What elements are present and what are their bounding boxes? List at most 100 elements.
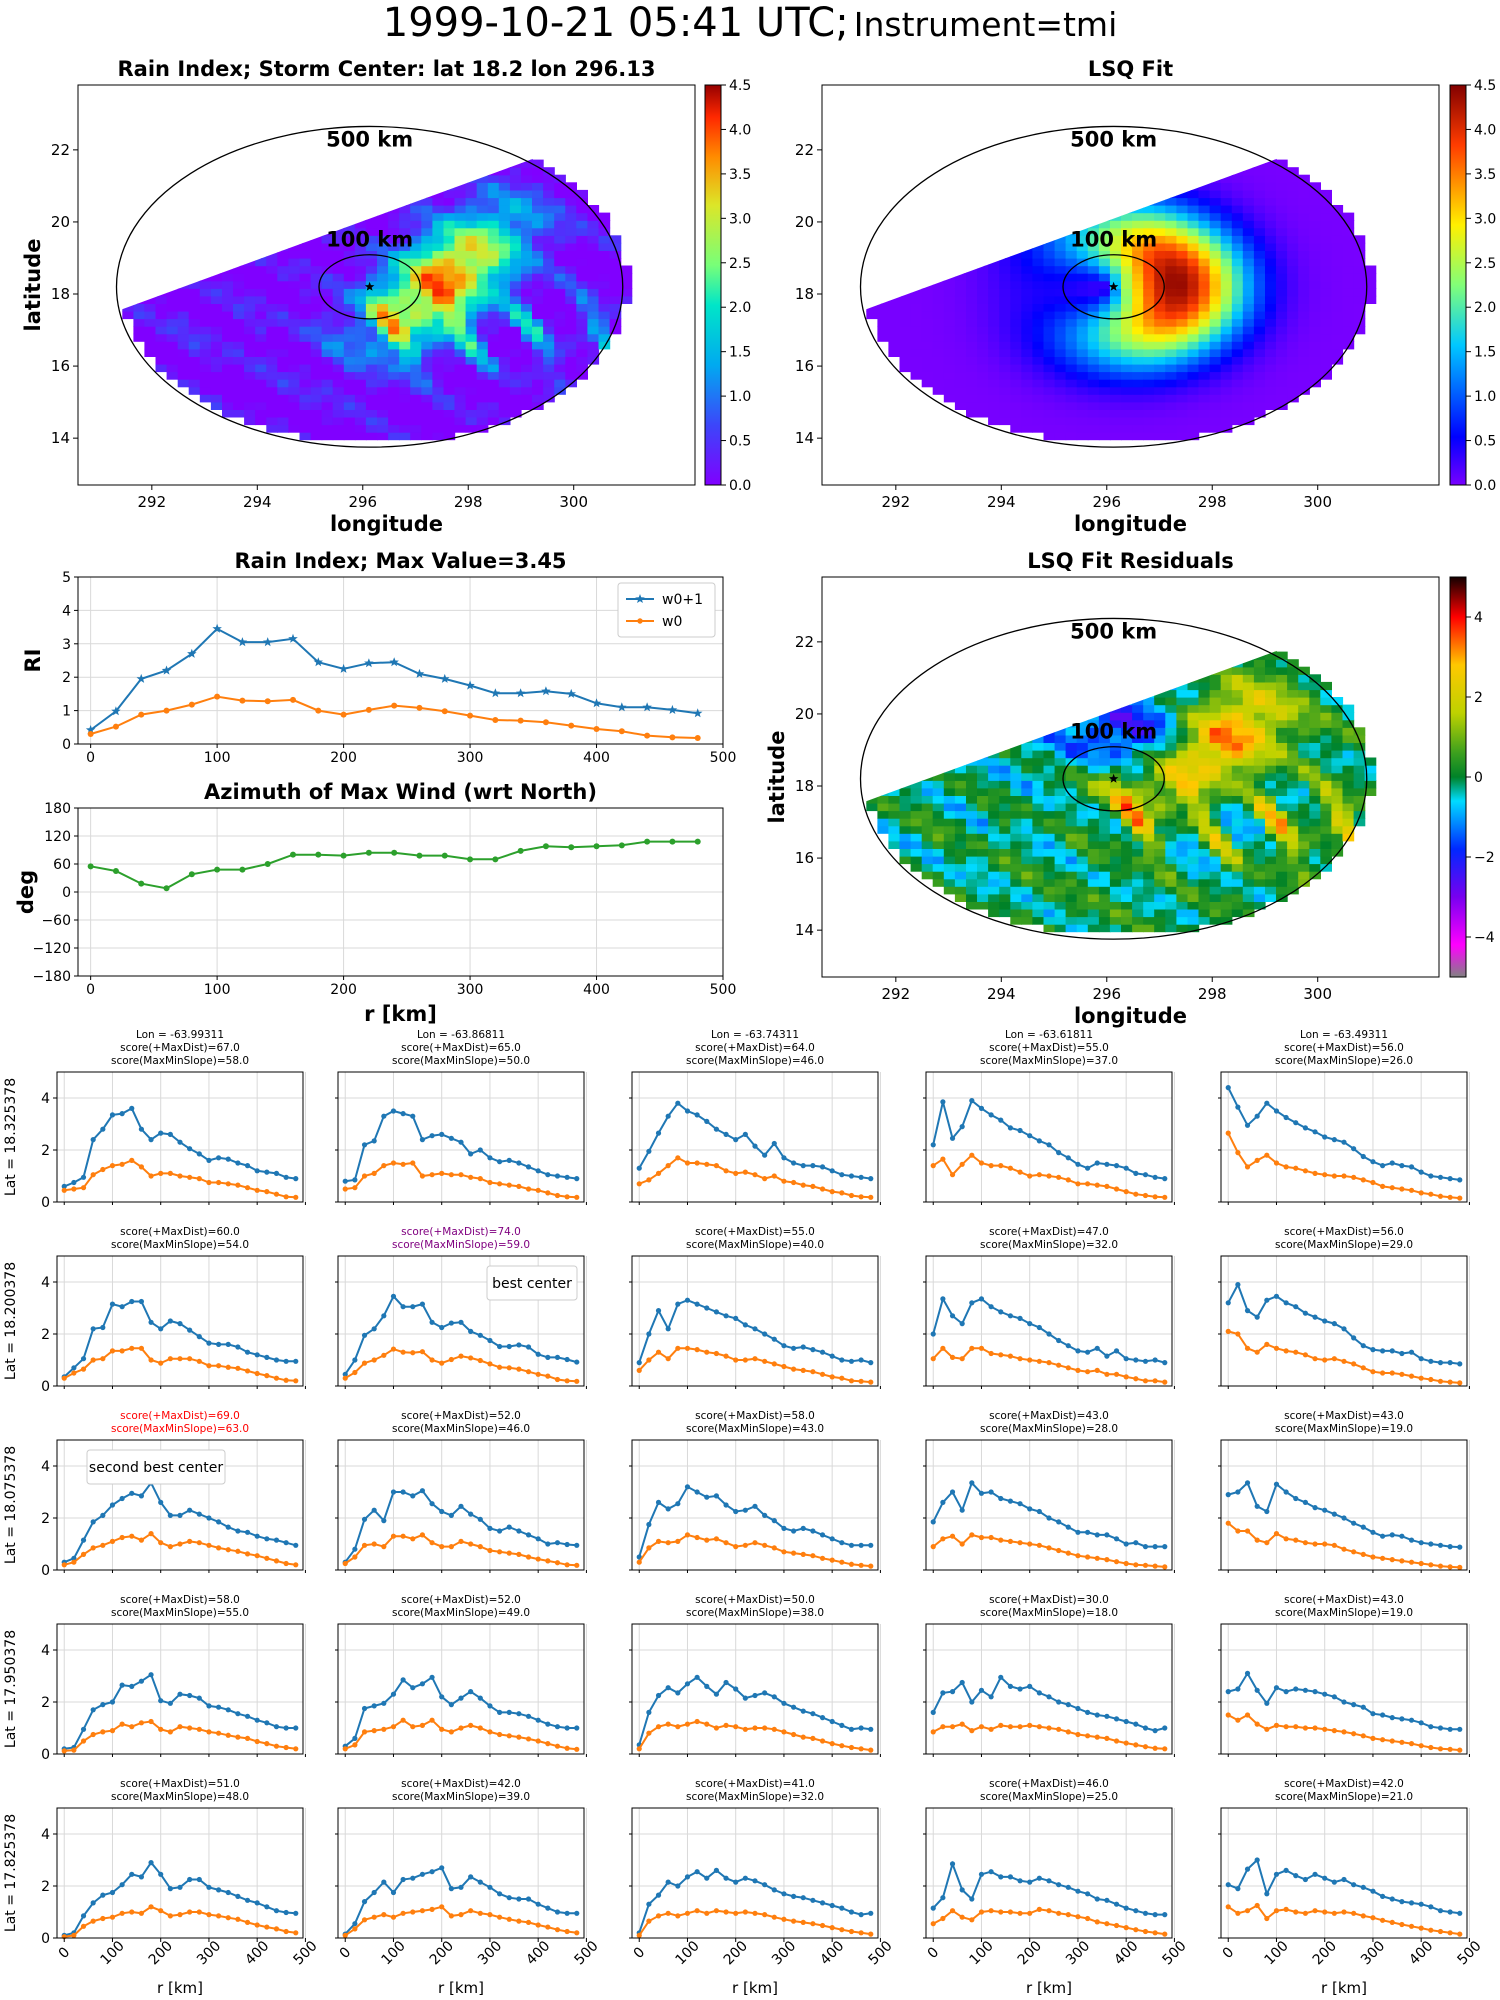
map-cell [598, 273, 611, 282]
map-cell [1054, 651, 1067, 660]
map-cell [1143, 424, 1155, 433]
map-cell [1132, 212, 1144, 221]
map-cell [166, 220, 179, 229]
map-cell [377, 182, 389, 191]
map-cell [1198, 348, 1211, 357]
map-cell [188, 227, 201, 236]
map-cell [1132, 416, 1144, 426]
map-cell [432, 265, 445, 274]
map-cell [1165, 863, 1177, 872]
map-cell [977, 401, 989, 410]
map-cell [576, 333, 588, 342]
map-cell [1109, 159, 1122, 168]
map-cell [1253, 750, 1266, 759]
map-cell [1209, 363, 1222, 373]
map-cell [1298, 212, 1310, 221]
map-cell [1331, 825, 1344, 834]
map-cell [1143, 416, 1155, 426]
map-cell [365, 152, 378, 161]
map-cell [576, 242, 588, 251]
map-cell [177, 189, 190, 199]
map-cell [1109, 840, 1122, 849]
map-cell [399, 295, 411, 304]
map-cell [1309, 848, 1321, 857]
map-cell [166, 356, 179, 365]
map-xtick-label: 300 [1303, 985, 1332, 1003]
map-cell [1010, 712, 1022, 721]
map-cell [421, 220, 433, 229]
map-cell [1087, 416, 1100, 426]
map-cell [1253, 310, 1266, 320]
map-cell [1054, 212, 1067, 221]
map-cell [877, 303, 890, 312]
map-cell [1287, 727, 1299, 736]
map-cell [1032, 197, 1045, 206]
map-cell [1132, 303, 1144, 312]
map-cell [1132, 409, 1144, 418]
map-cell [210, 310, 223, 320]
map-cell [421, 303, 433, 312]
map-cell [1265, 348, 1277, 357]
map-cell [1154, 424, 1166, 433]
map-cell [454, 363, 467, 373]
data-point [196, 1151, 202, 1157]
map-cell [1276, 651, 1288, 660]
map-cell [921, 855, 934, 865]
map-cell [266, 182, 278, 191]
map-cell [277, 303, 289, 312]
map-cell [1176, 227, 1189, 236]
map-cell [1165, 742, 1177, 751]
map-cell [1021, 734, 1033, 743]
map-cell [1320, 795, 1332, 804]
map-cell [1121, 750, 1133, 759]
map-cell [899, 348, 912, 357]
map-cell [1320, 787, 1332, 796]
map-cell [454, 242, 467, 251]
map-cell [1143, 152, 1155, 161]
map-cell [487, 318, 500, 327]
map-cell [144, 333, 157, 342]
map-cell [1021, 333, 1033, 342]
map-cell [1231, 159, 1244, 168]
map-cell [999, 333, 1011, 342]
map-cell [532, 333, 544, 342]
map-cell [543, 333, 555, 342]
map-cell [1043, 636, 1056, 645]
map-cell [1253, 341, 1266, 350]
map-cell [877, 295, 890, 304]
map-cell [1076, 159, 1089, 168]
map-cell [233, 159, 245, 168]
map-cell [1242, 825, 1255, 834]
map-cell [332, 197, 345, 206]
map-cell [255, 416, 267, 426]
map-cell [1276, 242, 1288, 251]
map-cell [999, 719, 1011, 728]
map-cell [932, 326, 945, 335]
data-point [264, 1189, 270, 1195]
map-cell [877, 250, 890, 259]
map-cell [932, 212, 945, 221]
map-cell [899, 848, 912, 857]
map-cell [1065, 318, 1078, 327]
map-cell [888, 712, 901, 721]
map-cell [454, 394, 467, 403]
map-cell [421, 144, 433, 153]
map-cell [532, 363, 544, 373]
map-cell [1287, 810, 1299, 819]
map-ytick-label: 18 [795, 777, 814, 795]
map-cell [554, 295, 566, 304]
map-cell [1032, 628, 1045, 638]
map-cell [299, 416, 312, 426]
map-cell [888, 242, 901, 251]
map-cell [1231, 833, 1244, 842]
map-cell [1109, 386, 1122, 395]
map-cell [943, 802, 956, 812]
map-cell [343, 288, 356, 297]
map-cell [1331, 341, 1344, 350]
map-cell [354, 371, 367, 380]
map-cell [454, 318, 467, 327]
map-cell [1187, 855, 1200, 865]
map-cell [1010, 893, 1022, 902]
map-cell [1265, 742, 1277, 751]
